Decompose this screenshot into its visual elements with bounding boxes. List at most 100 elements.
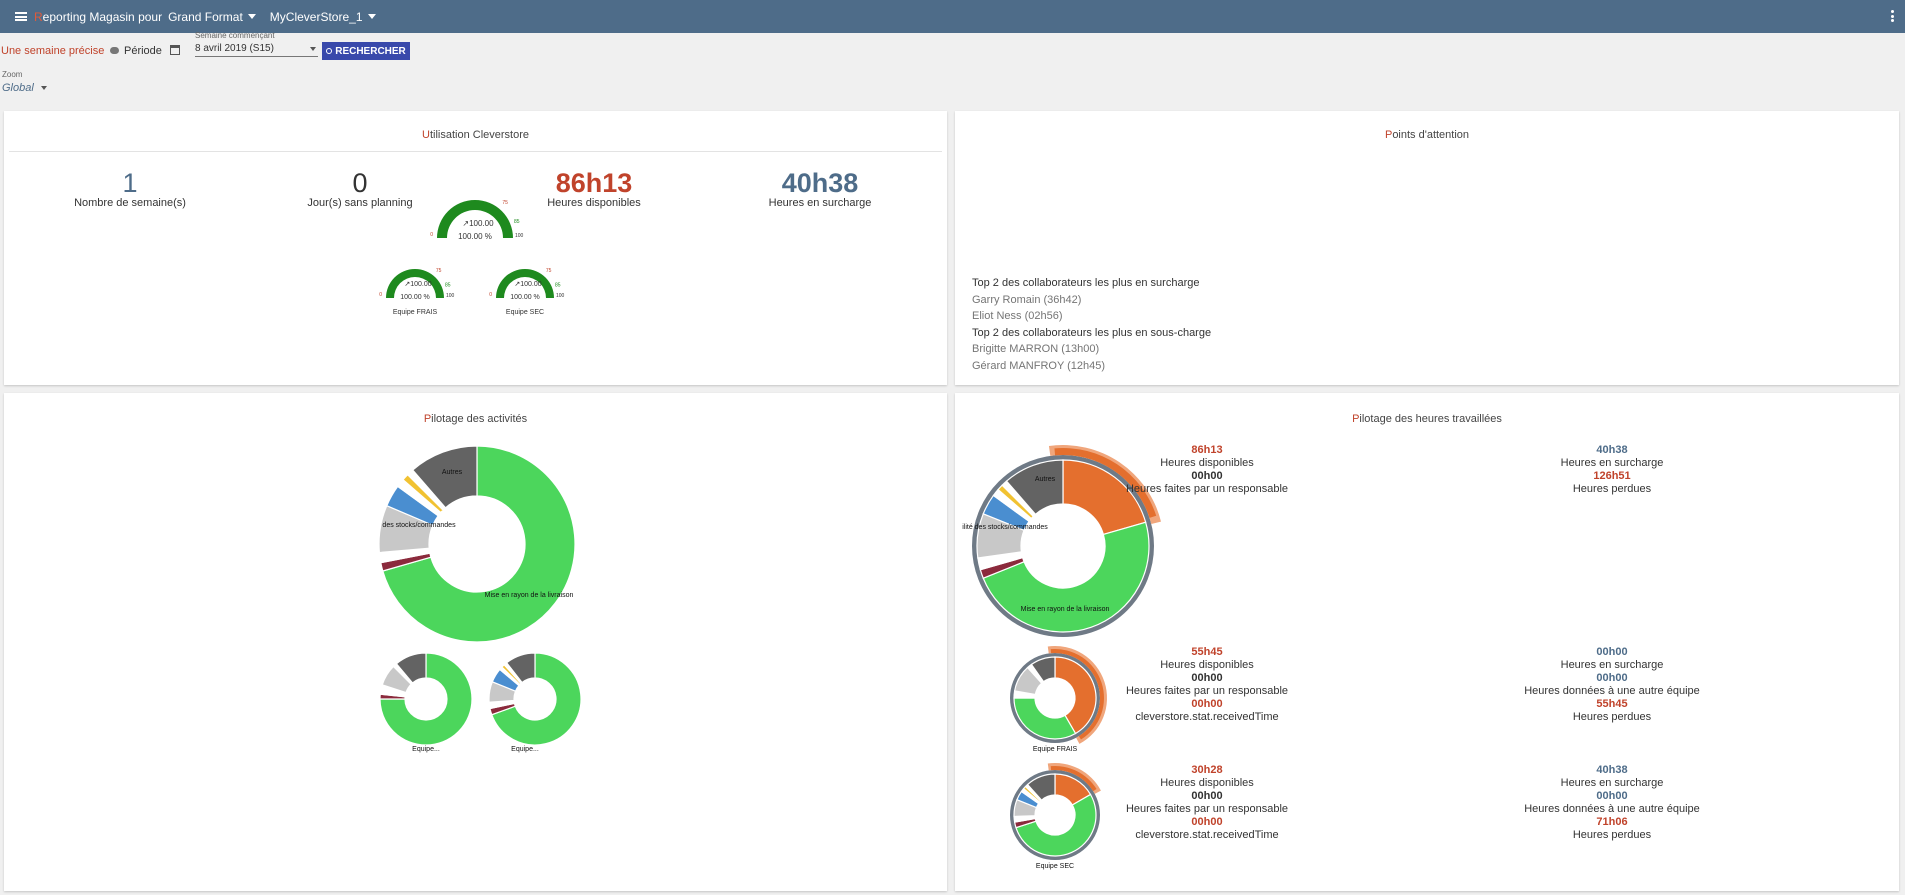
team-sec-stats: 30h28 Heures disponibles 00h00 Heures fa… <box>1077 764 1337 842</box>
hours-global-slice <box>1005 459 1064 516</box>
overload-hours-value: 40h38 <box>1596 444 1628 456</box>
store-select-value: MyCleverStore_1 <box>269 9 363 24</box>
team-chart-label: Equipe... <box>511 746 539 753</box>
mode-period-option[interactable]: Période <box>124 45 162 57</box>
available-hours-value: 86h13 <box>1191 444 1223 456</box>
given-hours-value: 00h00 <box>1596 672 1628 684</box>
kpi-label: Heures en surcharge <box>768 197 872 209</box>
gauge-threshold-label: 75 <box>546 268 552 274</box>
available-hours-label: Heures disponibles <box>1160 777 1254 789</box>
slice-label-rayon: Mise en rayon de la livraison <box>1021 606 1110 613</box>
search-button[interactable]: RECHERCHER <box>322 42 410 60</box>
week-select-value: 8 avril 2019 (S15) <box>195 43 274 54</box>
available-hours-value: 30h28 <box>1191 764 1223 776</box>
gauge-max-label: 100 <box>446 293 455 299</box>
hours-frais-slice <box>1013 697 1077 740</box>
store-select[interactable]: MyCleverStore_1 <box>270 10 376 24</box>
team-chart-label: Equipe FRAIS <box>1033 746 1078 753</box>
kpi-label: Nombre de semaine(s) <box>74 197 186 209</box>
hours-panel-title: Pilotage des heures travaillées <box>1352 413 1502 425</box>
global-hours-stats-right: 40h38 Heures en surcharge 126h51 Heures … <box>1482 444 1742 496</box>
overload-title: Top 2 des collaborateurs les plus en sur… <box>972 277 1200 289</box>
activity-frais-slice <box>379 652 473 746</box>
chevron-down-icon <box>367 14 376 19</box>
app-title: eporting Magasin pour <box>42 9 163 24</box>
format-select[interactable]: Grand Format <box>168 10 256 24</box>
gauge-max-label: 100 <box>515 233 524 239</box>
activity-slice <box>382 445 576 643</box>
team-chart-label: Equipe... <box>412 746 440 753</box>
top-bar: R eporting Magasin pour Grand Format MyC… <box>0 0 1905 33</box>
team-chart-label: Equipe SEC <box>1036 863 1074 870</box>
week-select[interactable]: 8 avril 2019 (S15) <box>195 43 318 57</box>
utilisation-panel-title: Utilisation Cleverstore <box>422 129 529 141</box>
zoom-field-label: Zoom <box>2 70 23 79</box>
gauge-min-label: 0 <box>379 292 382 298</box>
chevron-down-icon <box>247 14 256 19</box>
hours-sec-slice <box>1026 773 1056 801</box>
kpi-value: 0 <box>352 168 368 198</box>
gauge-trend-value: ↗100.00 <box>462 219 494 228</box>
search-icon <box>326 48 333 54</box>
more-options-icon[interactable] <box>1891 10 1894 22</box>
lost-hours-label: Heures perdues <box>1572 711 1652 723</box>
gauge-arc <box>437 200 513 238</box>
hours-donut-charts: Autres ilité des stocks/commandes Mise en … <box>962 445 1161 870</box>
gauge-trend-value: ↗100.00 <box>514 281 541 288</box>
slice-label-stocks: ilité des stocks/commandes <box>962 524 1048 531</box>
received-hours-label: cleverstore.stat.receivedTime <box>1135 711 1279 723</box>
gauge-name: Equipe SEC <box>506 309 544 316</box>
slice-label-autres: Autres <box>1035 476 1056 483</box>
gauges-chart: ↗100.00 100.00 % 0 75 85 100 ↗100.00 100.00 % 0 7… <box>379 200 565 316</box>
calendar-icon[interactable] <box>170 45 180 55</box>
gauge-percent: 100.00 % <box>400 294 430 301</box>
received-hours-value: 00h00 <box>1191 698 1223 710</box>
manager-hours-value: 00h00 <box>1191 470 1223 482</box>
zoom-select-value: Global <box>2 82 34 94</box>
given-hours-value: 00h00 <box>1596 790 1628 802</box>
chevron-down-icon <box>310 47 316 51</box>
gauge-arc <box>386 269 444 298</box>
hours-sec-overload-band-inner <box>1050 766 1097 792</box>
underload-title: Top 2 des collaborateurs les plus en sou… <box>972 326 1212 339</box>
gauge-threshold-label: 85 <box>555 282 561 288</box>
kpi-days-without-planning: 0 Jour(s) sans planning <box>260 169 460 209</box>
activity-slice <box>411 445 478 509</box>
overload-item: Eliot Ness (02h56) <box>972 310 1063 322</box>
gauge-max-label: 100 <box>556 293 565 299</box>
kpi-overload-hours: 40h38 Heures en surcharge <box>720 169 920 209</box>
activities-donut-charts: Autres des stocks/commandes Mise en rayon … <box>378 445 582 753</box>
slice-label-stocks: des stocks/commandes <box>382 522 456 529</box>
overload-hours-label: Heures en surcharge <box>1560 659 1664 671</box>
hamburger-menu-icon[interactable] <box>15 12 27 21</box>
hours-global-slice <box>982 521 1150 633</box>
zoom-select[interactable]: Global <box>2 82 47 94</box>
kpi-value: 40h38 <box>781 168 859 198</box>
gauge-percent: 100.00 % <box>458 232 492 241</box>
available-hours-label: Heures disponibles <box>1160 457 1254 469</box>
team-frais-stats: 55h45 Heures disponibles 00h00 Heures fa… <box>1077 646 1337 724</box>
chevron-down-icon <box>40 86 47 90</box>
manager-hours-label: Heures faites par un responsable <box>1125 685 1289 697</box>
gauge-arc <box>496 269 554 298</box>
hours-frais-ring <box>1010 653 1100 743</box>
hours-panel: Pilotage des heures travaillées Autres il… <box>955 393 1899 891</box>
slice-label-rayon: Mise en rayon de la livraison <box>485 592 574 599</box>
gauge-threshold-label: 85 <box>445 282 451 288</box>
kpi-value: 1 <box>122 168 138 198</box>
manager-hours-label: Heures faites par un responsable <box>1125 483 1289 495</box>
hours-frais-slice <box>1054 656 1097 735</box>
mode-toggle-switch[interactable] <box>110 47 119 54</box>
received-hours-label: cleverstore.stat.receivedTime <box>1135 829 1279 841</box>
kpi-label: Heures disponibles <box>547 197 641 209</box>
kpi-value: 86h13 <box>555 168 633 198</box>
global-hours-stats: 86h13 Heures disponibles 00h00 Heures fa… <box>1077 444 1337 496</box>
search-button-label: RECHERCHER <box>335 45 406 57</box>
mode-single-week-option[interactable]: Une semaine précise <box>1 45 105 57</box>
overload-item: Garry Romain (36h42) <box>972 293 1082 306</box>
lost-hours-value: 55h45 <box>1596 698 1628 710</box>
week-field-label: Semaine commençant <box>195 31 275 40</box>
team-frais-stats-right: 00h00 Heures en surcharge 00h00 Heures d… <box>1482 646 1742 724</box>
attention-list: Top 2 des collaborateurs les plus en sur… <box>972 275 1211 374</box>
hours-sec-slice <box>1015 793 1097 857</box>
